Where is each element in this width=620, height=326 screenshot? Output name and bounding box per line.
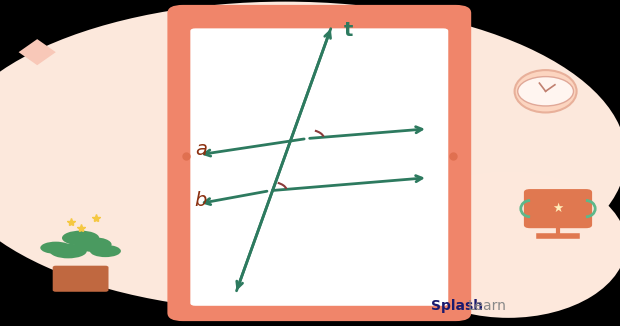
Ellipse shape bbox=[90, 245, 121, 257]
Ellipse shape bbox=[62, 231, 99, 245]
FancyBboxPatch shape bbox=[53, 266, 108, 292]
Text: b: b bbox=[194, 191, 206, 210]
Text: Learn: Learn bbox=[468, 300, 507, 313]
Text: Splash: Splash bbox=[431, 300, 483, 313]
Polygon shape bbox=[19, 39, 56, 65]
Ellipse shape bbox=[40, 242, 71, 254]
Text: a: a bbox=[196, 141, 208, 159]
Ellipse shape bbox=[50, 244, 87, 258]
Ellipse shape bbox=[0, 2, 620, 311]
FancyBboxPatch shape bbox=[524, 189, 592, 228]
Ellipse shape bbox=[74, 237, 112, 252]
Text: t: t bbox=[344, 22, 353, 40]
FancyBboxPatch shape bbox=[167, 5, 471, 321]
Circle shape bbox=[518, 77, 574, 106]
Text: ★: ★ bbox=[552, 202, 564, 215]
Ellipse shape bbox=[515, 70, 577, 112]
Ellipse shape bbox=[391, 171, 620, 318]
FancyBboxPatch shape bbox=[190, 28, 448, 306]
